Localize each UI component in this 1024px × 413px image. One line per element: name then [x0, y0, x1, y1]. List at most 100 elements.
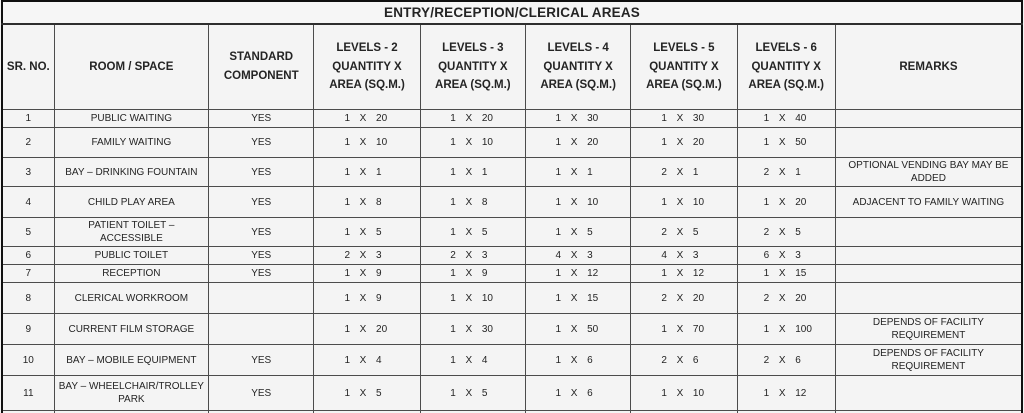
quantity-value: 1 — [555, 137, 562, 148]
header-line: AREA (SQ.M.) — [540, 79, 616, 92]
multiply-separator: X — [676, 387, 684, 399]
room-space-cell: RECEPTION — [53, 264, 210, 283]
multiply-separator: X — [676, 166, 684, 178]
multiply-separator: X — [778, 354, 786, 366]
multiply-separator: X — [778, 137, 786, 148]
levels-6-quantity-cell: 1 X 50 — [736, 127, 836, 158]
multiply-separator: X — [570, 323, 578, 335]
quantity-value: 1 — [344, 268, 351, 279]
standard-component-cell: YES — [208, 217, 315, 247]
multiply-separator: X — [359, 323, 367, 335]
quantity-value: 1 — [450, 387, 456, 399]
area-value: 4 — [481, 354, 488, 366]
area-value: 10 — [587, 196, 599, 208]
area-value: 20 — [376, 323, 388, 335]
quantity-value: 1 — [344, 292, 351, 304]
standard-component-cell: YES — [208, 344, 315, 376]
sr-no-cell: 7 — [1, 264, 55, 283]
multiply-separator: X — [359, 292, 367, 304]
quantity-value: 1 — [344, 323, 351, 335]
quantity-value: 1 — [661, 268, 667, 279]
remarks-cell: DEPENDS OF FACILITY REQUIREMENT — [834, 344, 1023, 376]
area-value: 10 — [692, 196, 705, 208]
title-row: ENTRY/RECEPTION/CLERICAL AREAS — [1, 0, 1023, 25]
multiply-separator: X — [778, 250, 786, 261]
quantity-value: 1 — [763, 196, 770, 208]
area-value: 1 — [376, 166, 382, 178]
room-space-cell: CLERICAL WORKROOM — [53, 282, 210, 314]
multiply-separator: X — [570, 387, 578, 399]
standard-component-cell: YES — [208, 109, 315, 128]
levels-4-quantity-cell: 1X4 — [524, 410, 632, 413]
sr-no-cell: 3 — [1, 157, 55, 187]
levels-3-header: LEVELS - 3 QUANTITY X AREA (SQ.M.) — [419, 23, 526, 110]
multiply-separator: X — [570, 113, 578, 124]
area-value: 8 — [481, 196, 488, 208]
multiply-separator: X — [465, 268, 473, 279]
levels-2-quantity-cell: 1 X 10 — [313, 127, 421, 158]
multiply-separator: X — [359, 354, 367, 366]
area-value: 12 — [587, 268, 599, 279]
quantity-value: 1 — [450, 354, 456, 366]
area-value: 50 — [587, 323, 599, 335]
standard-component-cell: YES — [208, 246, 315, 265]
standard-component-cell: YES — [208, 186, 315, 218]
area-value: 6 — [692, 354, 699, 366]
multiply-separator: X — [359, 387, 367, 399]
area-value: 1 — [587, 166, 593, 178]
quantity-value: 1 — [555, 226, 562, 238]
levels-4-quantity-cell: 1 X 10 — [524, 186, 632, 218]
remarks-cell — [834, 246, 1023, 265]
area-value: 6 — [587, 354, 593, 366]
area-value: 8 — [376, 196, 382, 208]
area-value: 4 — [376, 354, 382, 366]
levels-5-quantity-cell: 1 X 10 — [630, 186, 738, 218]
area-value: 9 — [376, 292, 382, 304]
quantity-value: 1 — [450, 113, 456, 124]
multiply-separator: X — [676, 226, 684, 238]
quantity-value: 1 — [661, 323, 667, 335]
quantity-value: 1 — [450, 323, 456, 335]
multiply-separator: X — [359, 196, 367, 208]
header-line: LEVELS - 5 — [653, 42, 715, 55]
area-value: 1 — [692, 166, 699, 178]
quantity-value: 1 — [555, 354, 562, 366]
sr-no-cell: 1 — [1, 109, 55, 128]
quantity-value: 1 — [555, 196, 562, 208]
standard-component-cell: YES — [208, 127, 315, 158]
multiply-separator: X — [778, 268, 786, 279]
header-row: SR. NO. ROOM / SPACE STANDARD COMPONENT … — [1, 23, 1023, 110]
multiply-separator: X — [570, 196, 578, 208]
quantity-value: 1 — [344, 226, 351, 238]
levels-2-quantity-cell: 1 X 20 — [313, 313, 421, 345]
header-line: LEVELS - 2 — [336, 42, 398, 55]
quantity-value: 1 — [450, 268, 456, 279]
quantity-value: 1 — [763, 137, 770, 148]
multiply-separator: X — [465, 387, 473, 399]
header-line: AREA (SQ.M.) — [435, 79, 511, 92]
quantity-value: 1 — [555, 166, 562, 178]
multiply-separator: X — [359, 250, 367, 261]
multiply-separator: X — [676, 268, 684, 279]
quantity-value: 1 — [450, 166, 456, 178]
area-value: 20 — [587, 137, 599, 148]
header-line: QUANTITY X — [543, 60, 613, 73]
levels-5-quantity-cell: 2 X 20 — [630, 282, 738, 314]
area-value: 3 — [376, 250, 382, 261]
quantity-value: 2 — [661, 292, 667, 304]
quantity-value: 2 — [661, 166, 667, 178]
multiply-separator: X — [465, 250, 473, 261]
multiply-separator: X — [570, 250, 578, 261]
